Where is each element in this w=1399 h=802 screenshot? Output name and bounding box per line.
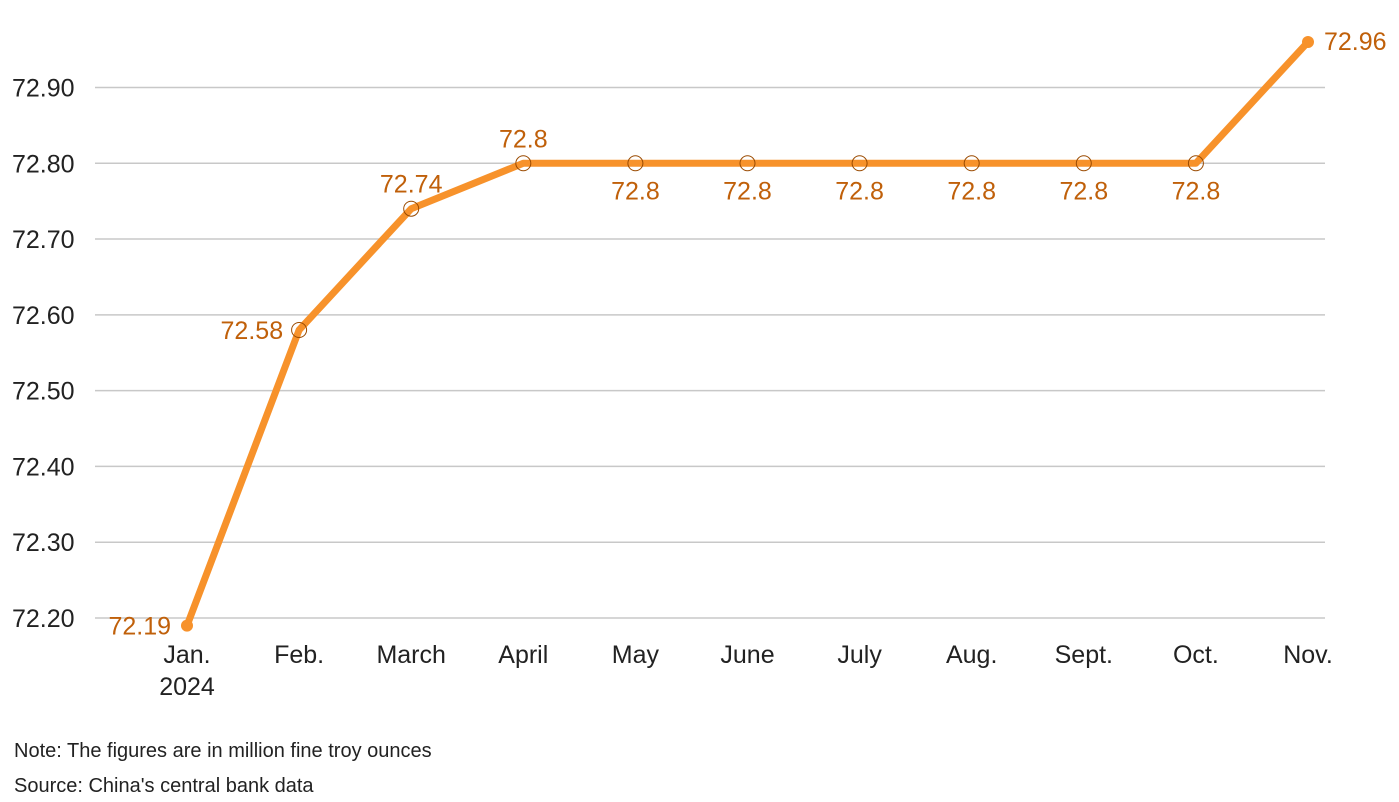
point <box>403 200 420 217</box>
x-tick-label: June <box>720 641 774 669</box>
value-label: 72.8 <box>723 177 772 205</box>
point <box>1075 155 1092 172</box>
note: Note: The figures are in million fine tr… <box>14 740 432 762</box>
point <box>627 155 644 172</box>
point <box>1302 36 1314 48</box>
point <box>1187 155 1204 172</box>
y-tick-label: 72.90 <box>12 74 75 102</box>
x-tick-label: April <box>498 641 548 669</box>
y-tick-label: 72.70 <box>12 226 75 254</box>
y-tick-label: 72.50 <box>12 378 75 406</box>
y-tick-label: 72.60 <box>12 302 75 330</box>
value-label: 72.19 <box>108 613 171 641</box>
source: Source: China's central bank data <box>14 775 314 797</box>
value-label: 72.96 <box>1324 28 1387 56</box>
value-label: 72.8 <box>1172 177 1221 205</box>
value-label: 72.74 <box>380 171 443 199</box>
line <box>183 39 1311 627</box>
x-tick-label: July <box>837 641 882 669</box>
x-tick-label: Nov. <box>1283 641 1333 669</box>
y-tick-label: 72.40 <box>12 453 75 481</box>
point <box>181 619 193 632</box>
point <box>291 322 308 338</box>
value-label: 72.8 <box>499 125 548 153</box>
y-tick-label: 72.30 <box>12 529 75 557</box>
y-tick-label: 72.80 <box>12 150 75 178</box>
point <box>851 155 868 172</box>
value-label: 72.8 <box>611 177 660 205</box>
x-tick-label: Feb. <box>274 641 324 669</box>
value-label: 72.8 <box>947 177 996 205</box>
x-tick-label: Jan. 2024 <box>159 641 215 701</box>
value-label: 72.8 <box>1059 177 1108 205</box>
x-tick-label: March <box>376 641 445 669</box>
point <box>963 155 980 172</box>
x-tick-label: Aug. <box>946 641 997 669</box>
y-tick-label: 72.20 <box>12 605 75 633</box>
point <box>515 155 532 172</box>
x-tick-label: Sept. <box>1055 641 1113 669</box>
x-tick-label: May <box>612 641 660 669</box>
x-tick-label: Oct. <box>1173 641 1219 669</box>
value-label: 72.8 <box>835 177 884 205</box>
point <box>739 155 756 172</box>
value-label: 72.58 <box>221 317 284 345</box>
